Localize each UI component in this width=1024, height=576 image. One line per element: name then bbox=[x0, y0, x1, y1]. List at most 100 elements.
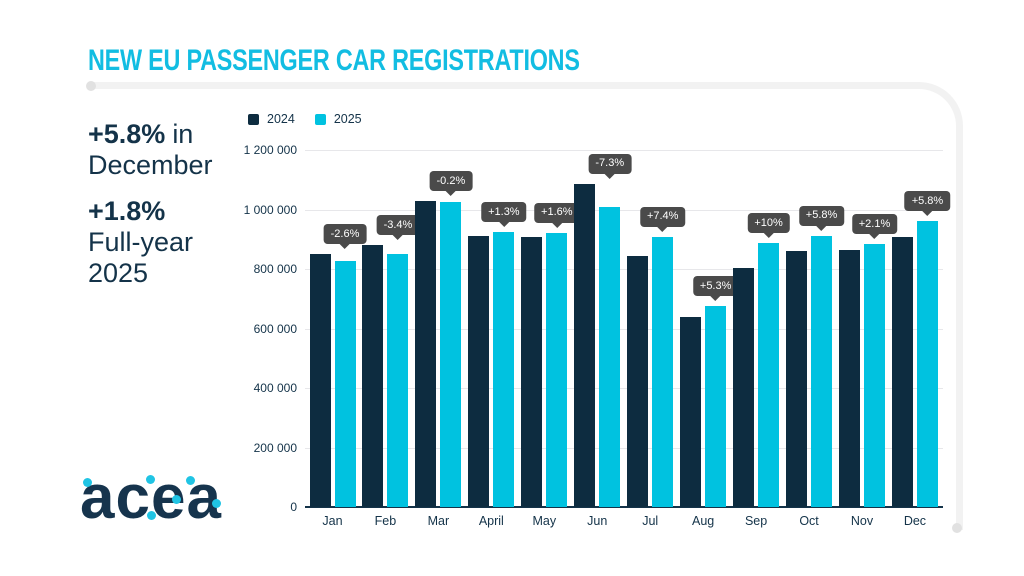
page-title: NEW EU PASSENGER CAR REGISTRATIONS bbox=[88, 44, 580, 77]
x-tick-label: May bbox=[532, 514, 557, 528]
bar-2024-oct bbox=[786, 250, 808, 507]
x-tick-label: Mar bbox=[427, 514, 450, 528]
badge-pointer bbox=[763, 233, 774, 239]
x-tick-label: Oct bbox=[799, 514, 819, 528]
legend-item-2025: 2025 bbox=[314, 112, 362, 126]
change-badge-april: +1.3% bbox=[481, 202, 527, 228]
bar-2025-may bbox=[546, 232, 568, 507]
bar-2024-nov bbox=[839, 249, 860, 507]
highlight-fullyear-label: Full-year bbox=[88, 227, 194, 257]
acea-logo-text: acea bbox=[80, 463, 222, 532]
chart-legend: 2024 2025 bbox=[248, 112, 362, 126]
badge-pointer bbox=[392, 235, 403, 241]
gridline bbox=[305, 388, 943, 389]
highlight-fullyear-year: 2025 bbox=[88, 258, 149, 288]
change-badge-sep: +10% bbox=[747, 213, 790, 239]
bar-2025-nov bbox=[864, 244, 885, 507]
bar-2024-jul bbox=[627, 255, 649, 507]
x-axis-line bbox=[305, 506, 943, 508]
highlight-december-label: December bbox=[88, 150, 213, 180]
x-tick-label: Dec bbox=[903, 514, 927, 528]
logo-dot bbox=[172, 495, 181, 504]
change-badge-jul: +7.4% bbox=[639, 206, 686, 232]
change-badge-dec: +5.8% bbox=[904, 191, 951, 217]
change-badge-aug: +5.3% bbox=[692, 276, 739, 302]
badge-pointer bbox=[445, 191, 456, 197]
x-tick-label: Jun bbox=[587, 514, 608, 528]
change-badge-nov: +2.1% bbox=[851, 214, 898, 240]
logo-dot bbox=[146, 475, 155, 484]
bar-2024-april bbox=[468, 235, 490, 507]
bar-2024-may bbox=[521, 236, 543, 507]
y-tick-label: 400 000 bbox=[253, 381, 297, 395]
bar-2025-aug bbox=[705, 306, 727, 507]
bar-2025-mar bbox=[440, 201, 462, 507]
x-tick-label: Jan bbox=[322, 514, 343, 528]
bar-2024-feb bbox=[362, 245, 384, 507]
badge-pointer bbox=[710, 296, 721, 302]
legend-swatch-2025 bbox=[314, 113, 326, 125]
bar-2024-mar bbox=[415, 201, 437, 507]
gridline bbox=[305, 447, 943, 449]
bar-2025-oct bbox=[811, 235, 833, 507]
gridline bbox=[305, 328, 943, 330]
logo-dot bbox=[212, 499, 221, 508]
badge-pointer bbox=[922, 211, 933, 217]
bar-2025-jan bbox=[334, 260, 356, 507]
bar-2025-dec bbox=[916, 221, 938, 507]
y-tick-label: 200 000 bbox=[253, 440, 297, 455]
frame-dot-start bbox=[86, 81, 96, 91]
acea-logo: acea bbox=[80, 462, 240, 540]
y-tick-label: 600 000 bbox=[253, 321, 297, 336]
bar-2024-aug bbox=[680, 316, 702, 507]
change-badge-jun: -7.3% bbox=[588, 153, 632, 179]
badge-pointer bbox=[816, 225, 827, 231]
logo-dot bbox=[186, 476, 195, 485]
logo-dot bbox=[147, 511, 156, 520]
bar-2025-sep bbox=[758, 243, 780, 507]
gridline bbox=[305, 150, 943, 151]
highlight-december-suffix: in bbox=[172, 119, 194, 149]
y-tick-label: 1 000 000 bbox=[243, 202, 297, 217]
badge-pointer bbox=[869, 234, 880, 240]
gridline bbox=[305, 269, 943, 270]
badge-pointer bbox=[498, 222, 509, 228]
bar-2024-sep bbox=[733, 267, 755, 507]
legend-swatch-2024 bbox=[248, 113, 259, 125]
x-tick-label: Aug bbox=[692, 514, 715, 528]
gridline bbox=[305, 209, 943, 211]
x-tick-label: Feb bbox=[374, 514, 397, 528]
highlight-fullyear-value: +1.8% bbox=[88, 196, 166, 226]
badge-pointer bbox=[551, 222, 562, 228]
change-badge-mar: -0.2% bbox=[429, 171, 473, 197]
badge-pointer bbox=[657, 226, 668, 232]
x-tick-label: Nov bbox=[850, 514, 874, 528]
bar-2025-april bbox=[493, 232, 515, 507]
highlight-december-value: +5.8% bbox=[88, 119, 166, 149]
legend-label-2024: 2024 bbox=[267, 112, 295, 126]
bar-2024-dec bbox=[891, 236, 913, 507]
change-badge-feb: -3.4% bbox=[376, 215, 420, 241]
frame-dot-end bbox=[952, 523, 962, 533]
change-badge-may: +1.6% bbox=[534, 202, 580, 228]
y-tick-label: 800 000 bbox=[253, 262, 297, 276]
legend-label-2025: 2025 bbox=[333, 112, 362, 126]
badge-pointer bbox=[604, 173, 615, 179]
logo-dot bbox=[83, 478, 92, 487]
bar-2024-jun bbox=[574, 183, 596, 507]
change-badge-jan: -2.6% bbox=[323, 224, 367, 250]
x-tick-label: April bbox=[478, 514, 504, 528]
bar-2024-jan bbox=[309, 254, 331, 507]
y-tick-label: 0 bbox=[290, 500, 297, 514]
y-tick-label: 1 200 000 bbox=[243, 143, 297, 157]
x-tick-label: Sep bbox=[744, 514, 768, 528]
bar-2025-jul bbox=[652, 236, 674, 507]
legend-item-2024: 2024 bbox=[248, 112, 295, 126]
change-badge-oct: +5.8% bbox=[798, 205, 845, 231]
x-tick-label: Jul bbox=[642, 514, 659, 528]
highlight-fullyear: +1.8% Full-year 2025 bbox=[88, 196, 193, 289]
bar-2025-jun bbox=[599, 207, 621, 507]
highlight-december: +5.8% in December bbox=[88, 119, 213, 181]
bar-2025-feb bbox=[387, 254, 409, 507]
